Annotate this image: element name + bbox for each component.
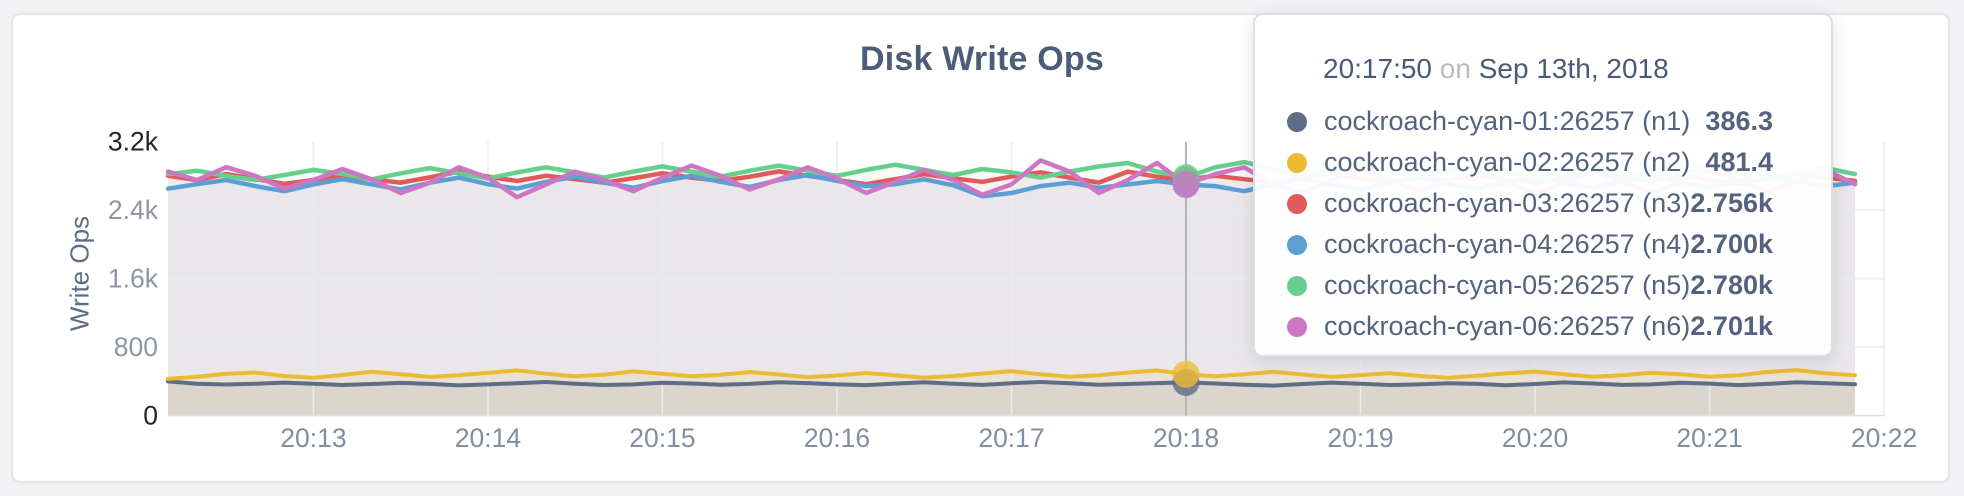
y-axis-tick-label: 800 <box>114 332 158 362</box>
series-name: cockroach-cyan-06:26257 (n6) <box>1324 311 1691 341</box>
tooltip-row: cockroach-cyan-06:26257 (n6) 2.701k <box>1287 306 1773 347</box>
y-axis-tick-label: 3.2k <box>108 127 159 157</box>
series-color-dot-icon <box>1287 316 1307 337</box>
tooltip-on-label: on <box>1439 53 1471 84</box>
series-name: cockroach-cyan-05:26257 (n5) <box>1324 270 1691 300</box>
x-axis-tick-label: 20:22 <box>1851 423 1917 453</box>
series-color-dot-icon <box>1287 111 1307 132</box>
tooltip-title: 20:17:50 on Sep 13th, 2018 <box>1323 53 1773 85</box>
series-color-dot-icon <box>1287 193 1307 214</box>
tooltip-row: cockroach-cyan-05:26257 (n5) 2.780k <box>1287 265 1773 306</box>
y-axis-tick-label: 0 <box>143 401 158 431</box>
x-axis-tick-label: 20:16 <box>804 423 870 453</box>
series-value: 2.700k <box>1690 229 1773 259</box>
x-axis-tick-label: 20:14 <box>455 423 521 453</box>
x-axis-tick-label: 20:18 <box>1153 423 1219 453</box>
x-axis-tick-label: 20:19 <box>1327 423 1393 453</box>
tooltip-row: cockroach-cyan-01:26257 (n1) 386.3 <box>1287 101 1773 142</box>
series-value: 2.780k <box>1690 270 1773 300</box>
x-axis-tick-label: 20:17 <box>978 423 1044 453</box>
tooltip-row: cockroach-cyan-02:26257 (n2) 481.4 <box>1287 142 1773 183</box>
series-value: 2.701k <box>1690 311 1773 341</box>
x-axis-tick-label: 20:13 <box>280 423 346 453</box>
series-color-dot-icon <box>1287 275 1307 296</box>
tooltip-date: Sep 13th, 2018 <box>1478 53 1669 84</box>
hover-dot-n6 <box>1172 170 1200 198</box>
tooltip-row: cockroach-cyan-04:26257 (n4) 2.700k <box>1287 224 1773 265</box>
x-axis-tick-label: 20:20 <box>1502 423 1568 453</box>
series-name: cockroach-cyan-03:26257 (n3) <box>1324 188 1691 218</box>
series-name: cockroach-cyan-02:26257 (n2) <box>1324 147 1691 177</box>
tooltip-time: 20:17:50 <box>1323 53 1432 84</box>
series-name: cockroach-cyan-04:26257 (n4) <box>1324 229 1691 259</box>
chart-title: Disk Write Ops <box>859 40 1105 78</box>
tooltip-row: cockroach-cyan-03:26257 (n3) 2.756k <box>1287 183 1773 224</box>
y-axis-title: Write Ops <box>64 215 95 332</box>
series-line-n2 <box>166 368 1857 381</box>
series-value: 386.3 <box>1705 106 1773 136</box>
y-axis-tick-label: 1.6k <box>108 264 159 294</box>
series-color-dot-icon <box>1287 234 1307 255</box>
x-axis-tick-label: 20:21 <box>1676 423 1742 453</box>
series-name: cockroach-cyan-01:26257 (n1) <box>1324 106 1691 136</box>
x-axis-tick-label: 20:15 <box>629 423 695 453</box>
series-value: 2.756k <box>1690 188 1773 218</box>
series-color-dot-icon <box>1287 152 1307 173</box>
hover-dot-n2 <box>1172 360 1200 388</box>
chart-tooltip: 20:17:50 on Sep 13th, 2018 cockroach-cya… <box>1253 13 1833 357</box>
y-axis-tick-label: 2.4k <box>108 195 159 225</box>
series-value: 481.4 <box>1705 147 1773 177</box>
tooltip-rows: cockroach-cyan-01:26257 (n1) 386.3 cockroa… <box>1287 101 1773 347</box>
series-line-n1 <box>166 379 1857 388</box>
